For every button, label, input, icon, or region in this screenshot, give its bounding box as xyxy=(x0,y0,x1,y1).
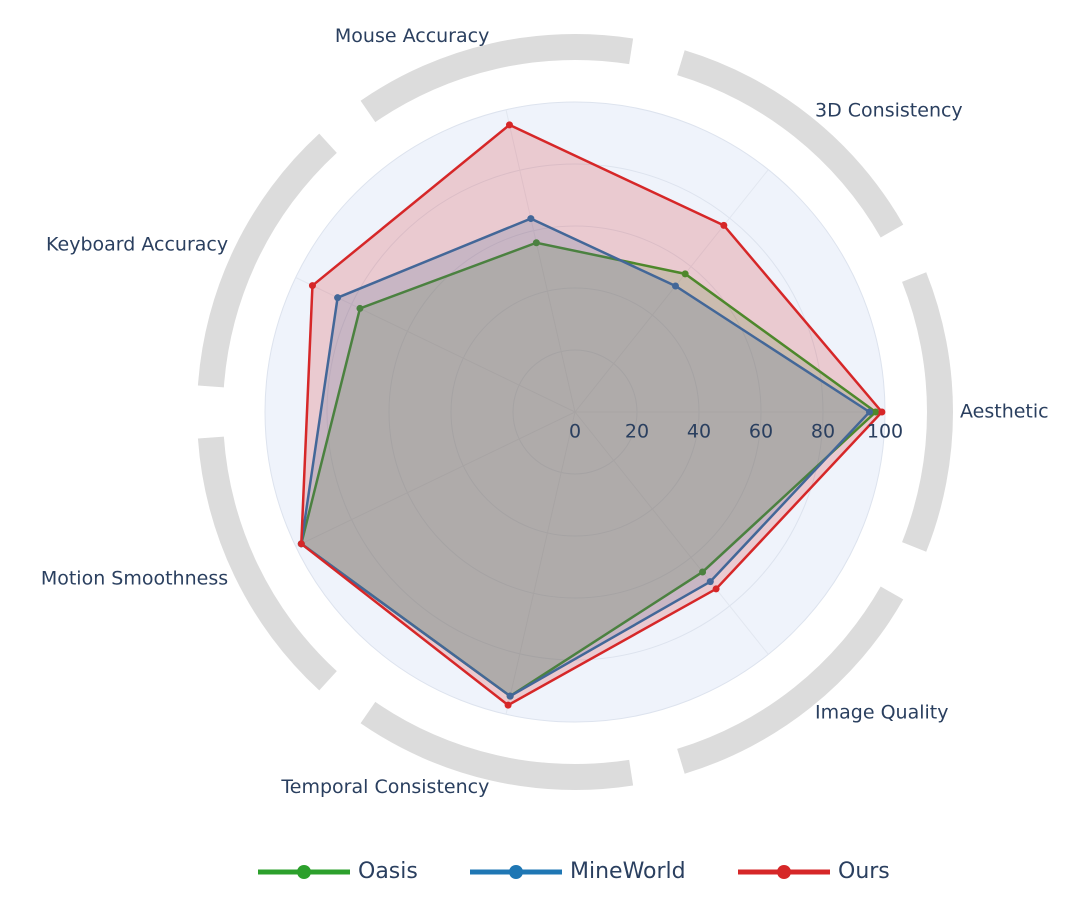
series-point xyxy=(878,408,886,416)
series-point xyxy=(699,568,707,576)
ring-segment xyxy=(902,272,954,552)
series-point xyxy=(506,692,514,700)
legend-marker xyxy=(509,865,523,879)
series-point xyxy=(706,578,714,586)
series-point xyxy=(505,121,513,129)
series-point xyxy=(672,282,680,290)
category-label: Keyboard Accuracy xyxy=(46,233,228,255)
angular-grid-line xyxy=(505,109,576,413)
legend-marker xyxy=(297,865,311,879)
category-label: Image Quality xyxy=(815,702,948,724)
legend-label: Ours xyxy=(838,859,890,884)
ring-segment xyxy=(677,50,904,238)
legend-label: MineWorld xyxy=(570,859,686,884)
category-label: Temporal Consistency xyxy=(280,776,489,798)
category-label: Mouse Accuracy xyxy=(335,25,489,47)
category-label: 3D Consistency xyxy=(815,99,963,121)
radial-tick-label: 20 xyxy=(625,421,649,443)
series-area xyxy=(299,241,878,698)
angular-grid-line xyxy=(574,411,769,655)
series-area xyxy=(299,217,872,698)
ring-segment xyxy=(197,436,337,691)
series-point xyxy=(356,304,364,312)
radial-tick-label: 60 xyxy=(749,421,773,443)
series-point xyxy=(712,585,720,593)
angular-grid-line xyxy=(295,277,576,413)
ring-segment xyxy=(360,701,634,790)
series-point xyxy=(527,215,535,223)
radial-tick-label: 100 xyxy=(867,421,903,443)
series-point xyxy=(297,540,305,548)
angular-grid-line xyxy=(295,411,576,547)
ring-segment xyxy=(360,34,634,123)
ring-segment xyxy=(197,133,337,388)
series-point xyxy=(334,294,342,302)
radial-tick-label: 0 xyxy=(569,421,581,443)
radial-tick-label: 80 xyxy=(811,421,835,443)
series-point xyxy=(681,270,689,278)
series-point xyxy=(504,701,512,709)
category-label: Motion Smoothness xyxy=(41,568,228,590)
series-point xyxy=(866,408,873,416)
angular-grid-line xyxy=(574,169,769,413)
legend-marker xyxy=(777,865,791,879)
legend-label: Oasis xyxy=(358,859,418,884)
category-label: Aesthetic xyxy=(960,401,1049,423)
series-point xyxy=(720,221,728,229)
series-area xyxy=(300,123,884,707)
series-point xyxy=(872,408,880,416)
angular-grid-line xyxy=(505,411,576,715)
series-point xyxy=(532,239,540,247)
radial-tick-label: 40 xyxy=(687,421,711,443)
ring-segment xyxy=(677,586,904,774)
series-point xyxy=(308,282,316,290)
